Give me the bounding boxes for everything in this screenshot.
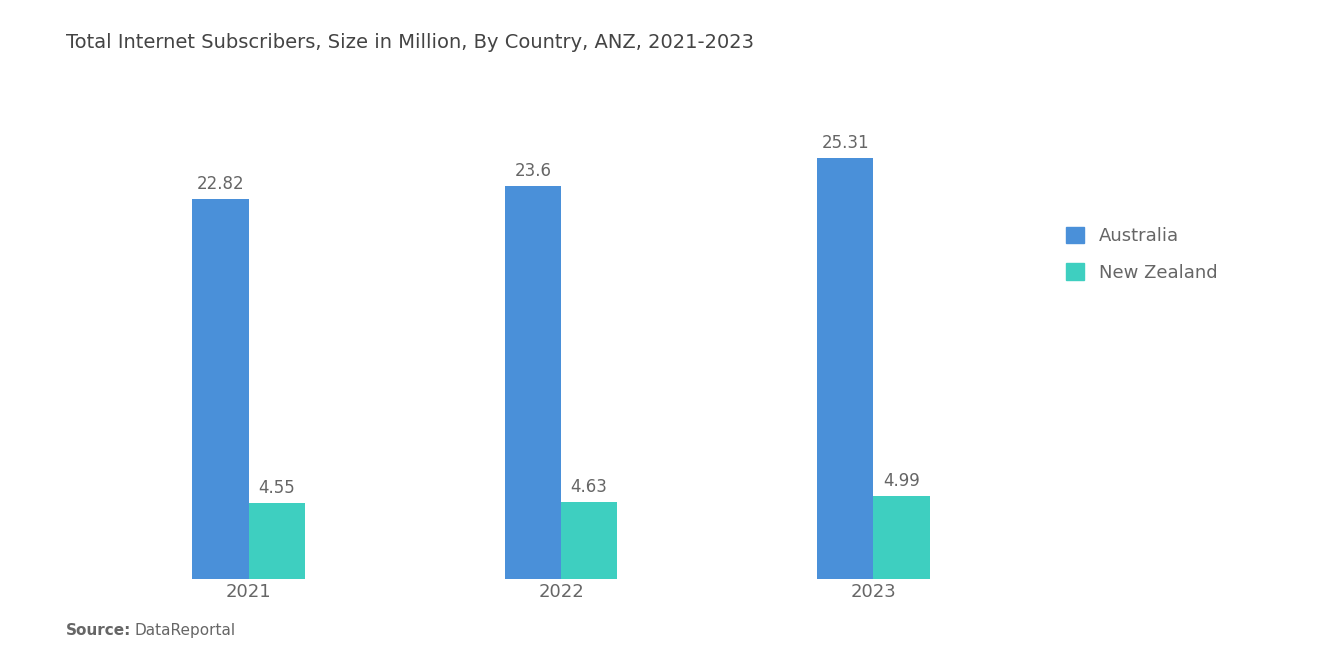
Bar [504,186,561,579]
Bar [248,503,305,579]
Bar [193,200,248,579]
Text: DataReportal: DataReportal [135,623,236,638]
Text: 4.63: 4.63 [570,477,607,496]
Bar [817,158,874,579]
Text: 23.6: 23.6 [515,162,552,180]
Text: 25.31: 25.31 [821,134,869,152]
Text: 22.82: 22.82 [197,176,244,194]
Bar [561,501,618,579]
Text: 4.55: 4.55 [259,479,296,497]
Text: Total Internet Subscribers, Size in Million, By Country, ANZ, 2021-2023: Total Internet Subscribers, Size in Mill… [66,33,754,53]
Legend: Australia, New Zealand: Australia, New Zealand [1057,218,1226,291]
Text: 4.99: 4.99 [883,471,920,489]
Bar [874,495,929,579]
Text: Source:: Source: [66,623,132,638]
